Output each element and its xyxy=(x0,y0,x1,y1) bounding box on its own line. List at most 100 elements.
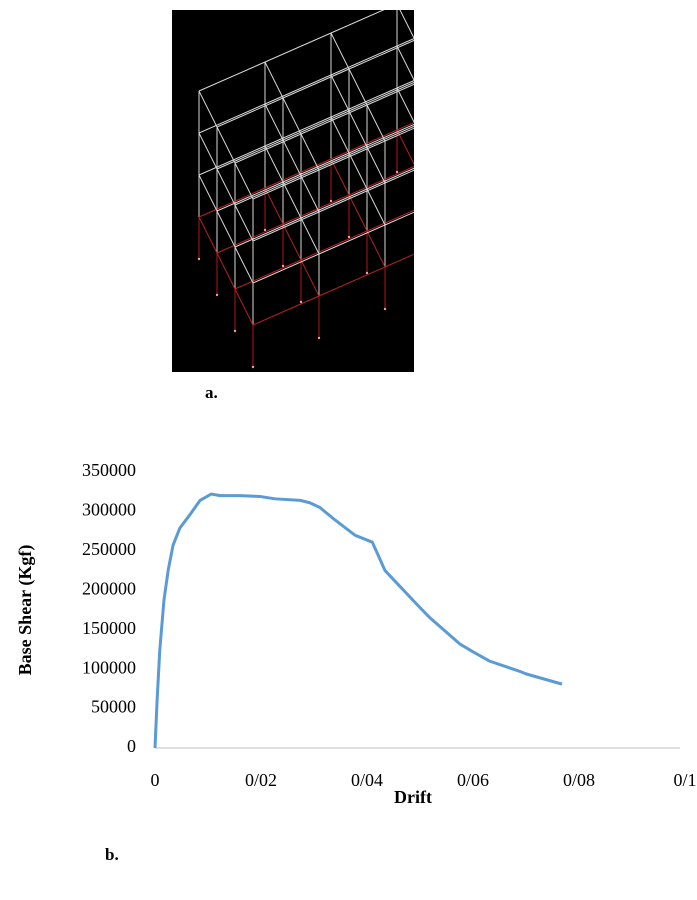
frame-member xyxy=(234,259,302,290)
frame-member xyxy=(399,10,414,40)
frame-member xyxy=(451,167,517,196)
frame-support xyxy=(197,257,201,261)
frame-member xyxy=(451,83,517,112)
y-tick-label: 50000 xyxy=(91,697,136,717)
y-tick-label: 350000 xyxy=(82,460,136,480)
frame-member xyxy=(433,118,451,154)
frame-member xyxy=(282,152,350,183)
frame-member xyxy=(481,11,499,47)
frame-member xyxy=(451,125,517,154)
frame-member xyxy=(234,288,254,326)
y-tick-label: 100000 xyxy=(82,657,136,677)
frame-member xyxy=(415,166,433,202)
frame-model xyxy=(197,0,517,369)
frame-member xyxy=(234,217,302,248)
frame-member xyxy=(216,139,284,170)
frame-member xyxy=(300,146,368,177)
frame-member xyxy=(384,211,414,226)
frame-member xyxy=(318,140,386,171)
frame-member xyxy=(366,146,386,184)
frame-member xyxy=(481,53,499,89)
frame-member xyxy=(318,224,386,255)
frame-member xyxy=(499,47,517,83)
frame-member xyxy=(234,162,254,200)
frame-member xyxy=(282,181,302,219)
x-tick-label: 0/04 xyxy=(351,770,383,790)
frame-member xyxy=(252,169,320,200)
frame-support xyxy=(450,279,452,281)
frame-support xyxy=(432,243,434,245)
y-tick-label: 300000 xyxy=(82,500,136,520)
frame-support xyxy=(395,170,399,174)
frame-member xyxy=(499,131,517,167)
x-tick-label: 0/02 xyxy=(245,770,277,790)
frame-member xyxy=(264,187,284,225)
frame-member xyxy=(463,101,481,137)
frame-support xyxy=(233,329,237,333)
frame-member xyxy=(216,210,236,248)
frame-member xyxy=(366,104,386,142)
frame-member xyxy=(366,209,414,232)
frame-render xyxy=(172,10,414,372)
frame-member xyxy=(330,32,350,70)
frame-member xyxy=(198,90,218,128)
frame-member xyxy=(366,230,386,268)
frame-support xyxy=(263,228,267,232)
frame-member xyxy=(252,211,320,242)
frame-member xyxy=(234,133,302,164)
x-axis-label: Drift xyxy=(394,787,432,807)
frame-support xyxy=(215,293,219,297)
frame-member xyxy=(433,89,499,118)
frame-member xyxy=(396,45,414,82)
frame-member xyxy=(264,61,284,99)
frame-member xyxy=(415,82,433,118)
frame-member xyxy=(330,129,398,160)
frame-member xyxy=(282,97,302,135)
frame-member xyxy=(252,253,320,284)
frame-member xyxy=(198,174,218,212)
frame-member xyxy=(234,204,254,242)
frame-member xyxy=(348,110,368,148)
frame-member xyxy=(252,295,320,326)
frame-member xyxy=(415,40,433,76)
frame-support xyxy=(498,214,500,216)
frame-member xyxy=(433,202,451,238)
frame-member xyxy=(396,79,414,89)
frame-member xyxy=(216,252,236,290)
frame-support xyxy=(462,142,464,144)
frame-member xyxy=(282,139,302,177)
frame-support xyxy=(329,199,333,203)
frame-member xyxy=(198,145,266,176)
frame-member xyxy=(264,158,332,189)
x-tick-label: 0 xyxy=(151,770,160,790)
frame-member xyxy=(300,188,368,219)
frame-member xyxy=(415,95,481,124)
frame-member xyxy=(396,37,414,47)
frame-member xyxy=(198,216,218,254)
frame-member xyxy=(415,53,481,82)
frame-member xyxy=(463,59,481,95)
frame-member xyxy=(397,0,463,4)
frame-member xyxy=(348,81,414,112)
frame-member xyxy=(348,68,368,106)
y-tick-label: 0 xyxy=(127,736,136,756)
frame-member xyxy=(282,194,350,225)
frame-member xyxy=(366,188,386,226)
frame-member xyxy=(366,125,414,148)
frame-member xyxy=(499,173,517,209)
frame-member xyxy=(348,194,368,232)
frame-member xyxy=(384,127,414,142)
frame-member xyxy=(481,95,499,131)
frame-member xyxy=(348,123,414,154)
frame-member xyxy=(433,47,499,76)
x-tick-label: 0/06 xyxy=(457,770,489,790)
y-tick-label: 150000 xyxy=(82,618,136,638)
frame-member xyxy=(463,17,481,53)
x-tick-label: 0/08 xyxy=(563,770,595,790)
frame-support xyxy=(383,307,387,311)
frame-member xyxy=(396,87,414,124)
frame-member xyxy=(198,103,266,134)
frame-member xyxy=(318,182,386,213)
frame-member xyxy=(264,32,332,63)
frame-member xyxy=(348,165,414,196)
